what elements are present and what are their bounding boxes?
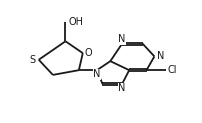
Text: N: N <box>118 83 125 93</box>
Text: N: N <box>93 69 100 79</box>
Text: N: N <box>118 34 125 44</box>
Text: OH: OH <box>68 17 83 27</box>
Text: O: O <box>84 48 91 58</box>
Text: Cl: Cl <box>167 65 176 75</box>
Text: N: N <box>156 51 163 61</box>
Text: S: S <box>29 55 36 65</box>
